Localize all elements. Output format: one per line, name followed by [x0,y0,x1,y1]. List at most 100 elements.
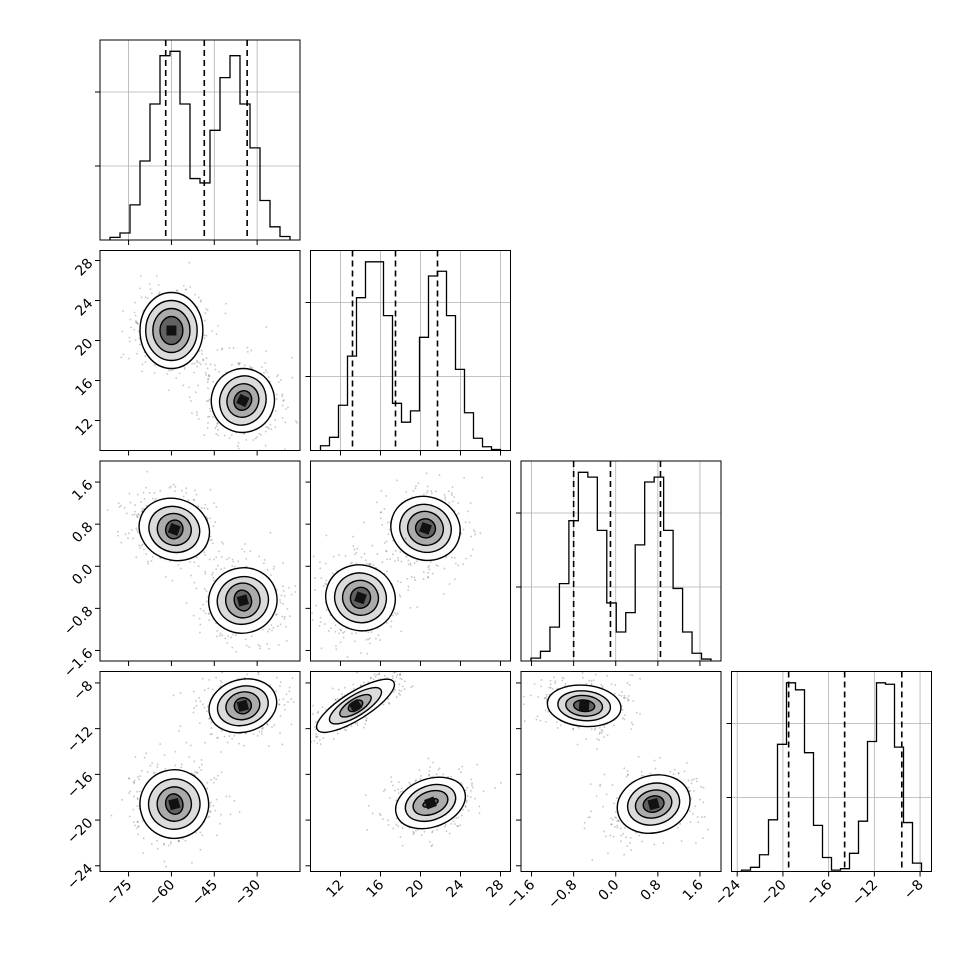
sample-point [206,508,209,510]
sample-point [243,432,246,435]
sample-point [167,369,170,372]
sample-point [478,812,481,815]
sample-point [544,697,547,699]
sample-point [594,727,597,730]
sample-point [677,772,680,775]
sample-point [216,423,219,425]
sample-point [228,795,231,798]
sample-point [242,744,245,747]
sample-point [209,804,212,807]
sample-point [336,697,339,700]
sample-point [612,724,615,727]
sample-point [207,377,210,380]
sample-point [138,544,141,547]
sample-point [202,603,204,606]
sample-point [366,829,369,831]
sample-point [139,775,142,777]
sample-point [171,579,174,582]
sample-point [136,516,139,519]
peak-bin [168,797,181,811]
sample-point [344,728,346,731]
sample-point [382,790,385,793]
sample-point [471,784,473,787]
sample-point [412,833,415,836]
sample-point [209,407,211,410]
sample-point [281,395,284,398]
sample-point [453,556,456,559]
sample-point [465,557,467,560]
sample-point [136,529,138,531]
sample-point [395,823,398,826]
sample-point [356,671,358,674]
sample-point [193,760,196,763]
sample-point [620,834,623,837]
sample-point [249,365,251,368]
sample-point [127,777,130,780]
sample-point [696,780,698,783]
sample-point [273,724,276,727]
sample-point [263,558,266,561]
sample-point [430,490,433,493]
sample-point [366,652,369,655]
sample-point [294,585,297,587]
sample-point [233,565,236,568]
sample-point [288,690,291,693]
sample-point [148,492,151,494]
sample-point [478,805,481,808]
sample-point [208,558,211,561]
sample-point [286,701,289,703]
density-panel-0-3 [99,666,301,872]
sample-point [148,283,151,286]
density-frame-1-2 [310,460,511,662]
sample-point [270,574,272,577]
sample-point [616,826,619,829]
sample-point [555,721,558,724]
sample-point [233,666,235,668]
sample-point [143,548,145,551]
sample-point [356,547,359,550]
sample-point [606,674,609,677]
sample-point [330,627,332,630]
sample-point [374,675,377,678]
sample-point [428,565,431,567]
sample-point [214,427,217,430]
peak-bin [348,698,363,713]
sample-point [166,373,169,375]
density-panel-0-2 [99,460,301,662]
sample-point [285,625,287,628]
sample-point [529,694,532,697]
sample-point [209,363,212,366]
sample-point [360,651,362,654]
sample-point [129,318,132,321]
sample-point [180,489,183,492]
sample-point [454,562,457,565]
sample-point [334,698,337,701]
sample-point [264,361,267,364]
sample-point [639,712,641,715]
sample-point [197,417,200,420]
sample-point [482,790,485,793]
sample-point [213,777,216,779]
sample-point [590,682,593,685]
sample-point [196,359,198,362]
sample-point [535,718,538,721]
sample-point [380,489,383,492]
sample-point [378,672,381,675]
sample-point [216,736,218,739]
sample-point [279,599,281,601]
sample-point [392,784,394,787]
sample-point [210,539,213,541]
sample-point [603,726,606,728]
sample-point [434,490,437,493]
sample-point [153,372,156,375]
sample-point [137,825,140,828]
sample-point [314,588,317,591]
sample-point [125,512,128,515]
sample-point [459,824,462,827]
sample-point [481,476,483,479]
sample-point [346,656,349,659]
sample-point [295,739,297,741]
sample-point [198,697,201,699]
sample-point [212,380,214,383]
sample-point [237,362,239,364]
